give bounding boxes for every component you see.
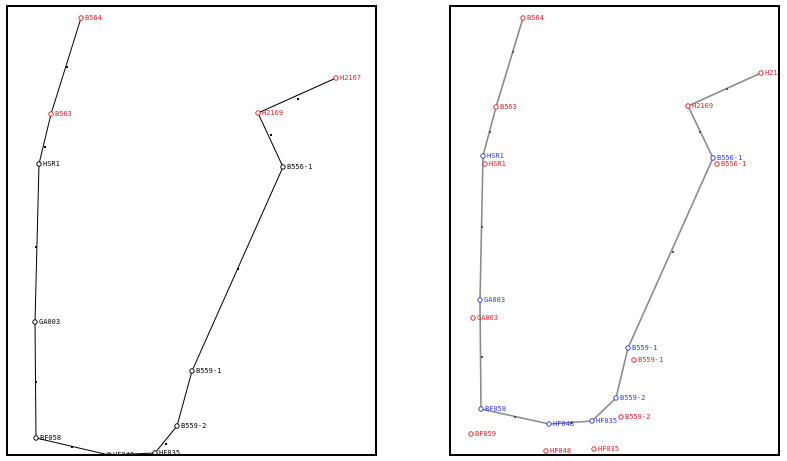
left-vertex-tick <box>71 446 73 448</box>
right-blue-station-marker-ga003[interactable] <box>477 297 483 303</box>
right-red-station-marker-b559-2[interactable] <box>618 414 624 420</box>
right-blue-station-label-hf048: HF048 <box>553 420 574 428</box>
right-blue-station-label-b556-1: B556-1 <box>717 154 742 162</box>
left-vertex-tick <box>297 98 299 100</box>
right-red-station-label-h2169: H2169 <box>692 102 713 110</box>
right-vertex-tick <box>489 131 491 133</box>
left-station-marker-b559-1[interactable] <box>189 368 195 374</box>
right-blue-station-label-bf058: BF058 <box>485 405 506 413</box>
right-vertex-tick <box>726 88 728 90</box>
right-red-station-marker-bf059[interactable] <box>468 431 474 437</box>
left-station-label-b559-1: B559-1 <box>196 367 221 375</box>
left-station-marker-ga003[interactable] <box>32 319 38 325</box>
left-station-marker-b563[interactable] <box>48 111 54 117</box>
right-vertex-tick <box>512 51 514 53</box>
left-station-marker-bf058[interactable] <box>33 435 39 441</box>
right-red-station-marker-ga003[interactable] <box>470 315 476 321</box>
left-station-label-hf035: HF035 <box>159 449 180 454</box>
left-map-panel: B564 B563 HSR1 GA003 BF058 HF048 HF035 B559-2 B5… <box>6 5 377 456</box>
left-station-marker-hf035[interactable] <box>152 450 158 454</box>
right-map-panel: B564 B563 H2169 H2167 HSR1 B556-1 GA003 B559-1 B… <box>449 5 780 456</box>
right-red-station-marker-b564[interactable] <box>520 15 526 21</box>
left-vertex-tick <box>165 443 167 445</box>
right-red-station-label-b559-2: B559-2 <box>625 413 650 421</box>
right-red-station-label-bf059: BF059 <box>475 430 496 438</box>
left-vertex-tick <box>44 146 46 148</box>
right-blue-station-marker-b559-2[interactable] <box>613 395 619 401</box>
right-blue-station-marker-hf048[interactable] <box>546 421 552 427</box>
left-station-label-b556-1: B556-1 <box>287 163 312 171</box>
right-blue-station-label-hf035: HF035 <box>596 417 617 425</box>
right-vertex-tick <box>514 416 516 418</box>
left-vertex-tick <box>35 381 37 383</box>
right-red-station-marker-hf035[interactable] <box>591 446 597 452</box>
left-station-marker-b559-2[interactable] <box>174 423 180 429</box>
right-blue-station-marker-b559-1[interactable] <box>625 345 631 351</box>
right-vertex-tick <box>672 251 674 253</box>
right-red-station-marker-hsr1[interactable] <box>482 161 488 167</box>
left-station-label-ga003: GA003 <box>39 318 60 326</box>
left-station-marker-b564[interactable] <box>78 15 84 21</box>
left-station-marker-b556-1[interactable] <box>280 164 286 170</box>
left-station-marker-h2167[interactable] <box>333 75 339 81</box>
right-vertex-tick <box>570 422 572 424</box>
right-blue-station-marker-bf058[interactable] <box>478 406 484 412</box>
right-red-station-marker-b556-1[interactable] <box>714 161 720 167</box>
right-red-station-label-b559-1: B559-1 <box>638 356 663 364</box>
right-red-station-label-hf048: HF048 <box>550 447 571 454</box>
right-red-station-label-b556-1: B556-1 <box>721 160 746 168</box>
right-red-station-marker-hf048[interactable] <box>543 448 549 454</box>
right-red-station-label-hsr1: HSR1 <box>489 160 506 168</box>
left-station-marker-hsr1[interactable] <box>36 161 42 167</box>
right-red-station-label-ga003: GA003 <box>477 314 498 322</box>
left-station-marker-h2169[interactable] <box>255 110 261 116</box>
right-red-station-marker-h2169[interactable] <box>685 103 691 109</box>
right-vertex-tick <box>699 131 701 133</box>
left-station-label-b563: B563 <box>55 110 72 118</box>
right-survey-line <box>479 17 762 425</box>
right-network-diagram: B564 B563 H2169 H2167 HSR1 B556-1 GA003 B559-1 B… <box>468 14 778 454</box>
right-blue-station-marker-hf035[interactable] <box>589 418 595 424</box>
right-red-station-label-h2167: H2167 <box>765 69 778 77</box>
left-station-label-hsr1: HSR1 <box>43 160 60 168</box>
left-vertex-tick <box>35 246 37 248</box>
left-station-label-hf048: HF048 <box>113 451 134 454</box>
right-red-station-label-hf035: HF035 <box>598 445 619 453</box>
right-red-station-marker-h2167[interactable] <box>758 70 764 76</box>
right-blue-station-label-ga003: GA003 <box>484 296 505 304</box>
right-red-station-marker-b563[interactable] <box>493 104 499 110</box>
left-survey-line <box>34 17 337 454</box>
left-station-label-h2167: H2167 <box>340 74 361 82</box>
left-station-label-h2169: H2169 <box>262 109 283 117</box>
left-station-label-b559-2: B559-2 <box>181 422 206 430</box>
right-blue-station-marker-b556-1[interactable] <box>710 155 716 161</box>
left-station-marker-hf048[interactable] <box>106 452 112 454</box>
right-blue-station-label-b559-1: B559-1 <box>632 344 657 352</box>
right-blue-station-marker-hsr1[interactable] <box>480 153 486 159</box>
left-vertex-tick <box>270 134 272 136</box>
left-network-diagram: B564 B563 HSR1 GA003 BF058 HF048 HF035 B559-2 B5… <box>32 14 361 454</box>
left-vertex-tick <box>66 66 68 68</box>
left-vertex-tick <box>237 268 239 270</box>
right-blue-station-label-b559-2: B559-2 <box>620 394 645 402</box>
right-vertex-tick <box>481 226 483 228</box>
right-red-station-marker-b559-1[interactable] <box>631 357 637 363</box>
left-station-label-bf058: BF058 <box>40 434 61 442</box>
right-blue-station-label-hsr1: HSR1 <box>487 152 504 160</box>
right-vertex-tick <box>481 356 483 358</box>
left-station-label-b564: B564 <box>85 14 102 22</box>
right-red-station-label-b563: B563 <box>500 103 517 111</box>
right-red-station-label-b564: B564 <box>527 14 544 22</box>
